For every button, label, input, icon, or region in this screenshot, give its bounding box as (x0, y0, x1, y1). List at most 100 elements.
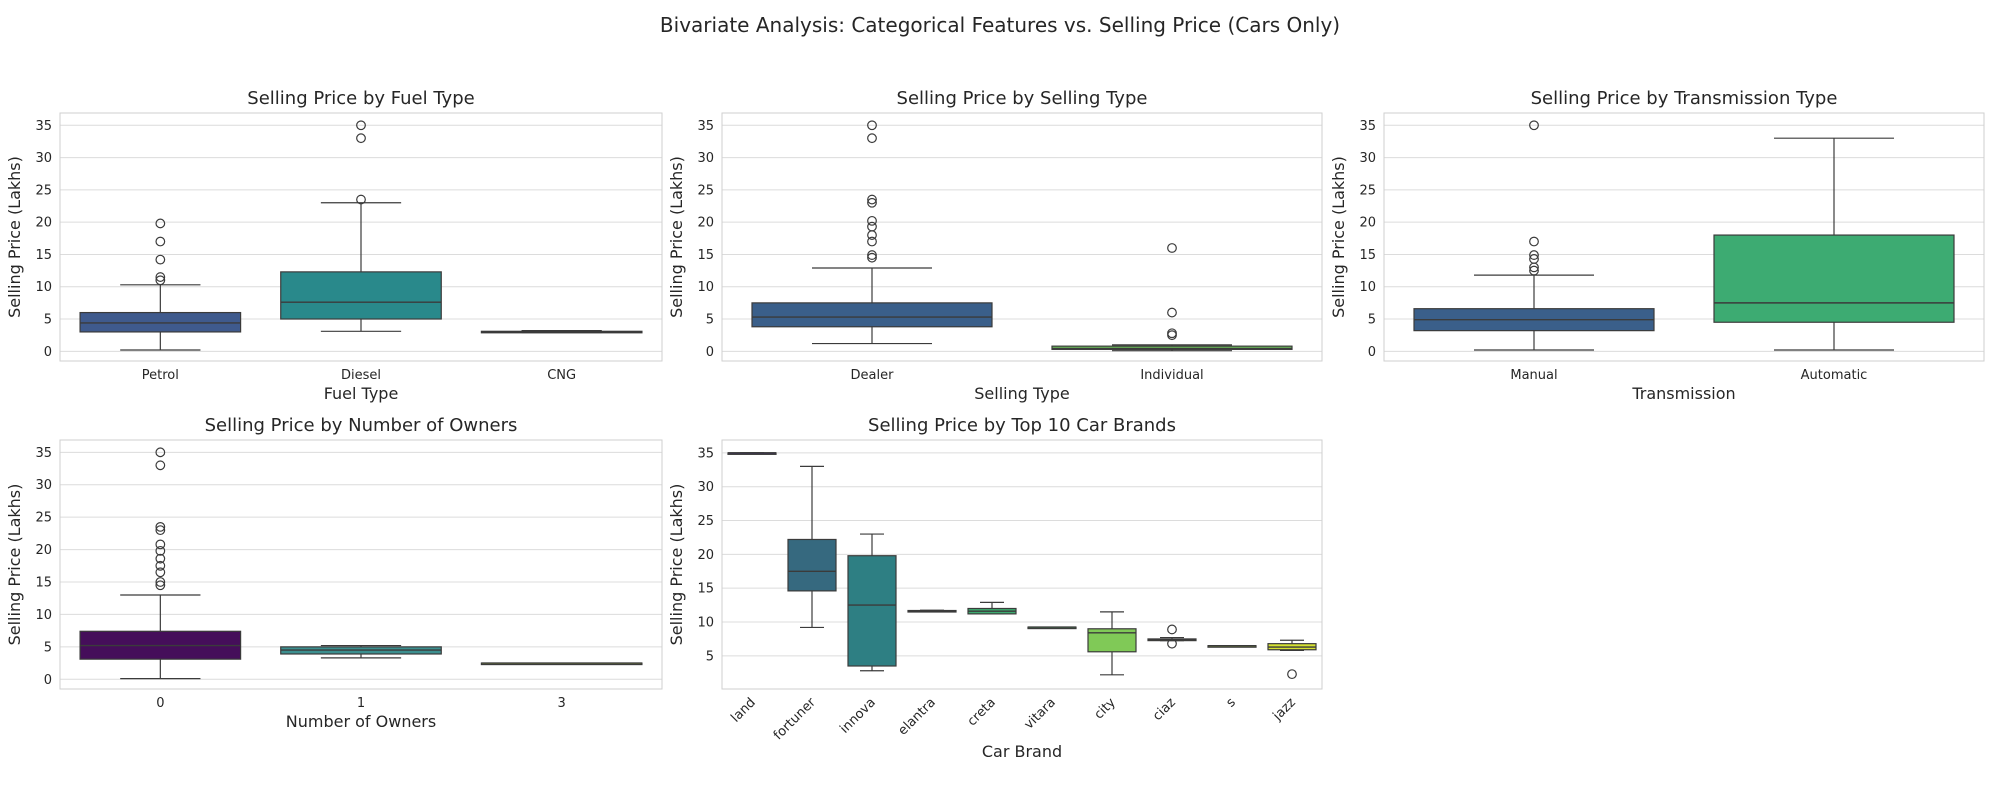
box-s (1207, 644, 1257, 648)
outlier-point (1529, 120, 1539, 131)
box-Petrol (79, 218, 242, 351)
outlier-point (1167, 624, 1177, 635)
x-tick-label: CNG (547, 368, 576, 383)
outlier-point (1167, 307, 1177, 318)
y-tick-label: 10 (1359, 280, 1376, 295)
x-tick-label: 1 (357, 696, 365, 711)
iqr-box (1713, 234, 1955, 323)
box-Diesel (280, 120, 442, 332)
box-creta (967, 601, 1017, 615)
outlier-point (155, 254, 166, 265)
box-3 (480, 662, 643, 666)
x-tick-label: elantra (896, 695, 939, 738)
box-ciaz (1147, 624, 1197, 649)
subplot-title: Selling Price by Transmission Type (1531, 88, 1838, 109)
y-tick-label: 5 (706, 649, 714, 664)
x-tick-label: Diesel (341, 368, 381, 383)
box-0 (79, 447, 242, 680)
x-tick-label: fortuner (771, 695, 819, 743)
outlier-point (155, 525, 166, 536)
axes-frame (721, 112, 1323, 362)
y-axis-label: Selling Price (Lakhs) (667, 484, 686, 646)
x-axis-label: Transmission (1631, 384, 1735, 403)
iqr-box (751, 302, 993, 328)
subplot-5: 5 10 15 20 25 30 35 land fortuner innova elantra cr… (667, 415, 1323, 761)
x-tick-label: land (728, 695, 758, 725)
y-tick-label: 15 (697, 582, 714, 597)
outlier-point (867, 120, 877, 131)
axes-frame (721, 439, 1323, 690)
box-Dealer (751, 120, 993, 345)
y-tick-label: 35 (35, 446, 52, 461)
outlier-point (155, 447, 166, 458)
x-axis-label: Selling Type (974, 384, 1069, 403)
outlier-point (356, 120, 366, 131)
box-Automatic (1713, 137, 1955, 351)
subplot-1: 0 5 10 15 20 25 30 35 Petrol Diesel CNG Selling Pri… (5, 88, 663, 403)
x-tick-label: Individual (1140, 368, 1203, 383)
y-tick-label: 0 (44, 345, 52, 360)
x-tick-label: Petrol (142, 368, 179, 383)
box-vitara (1027, 626, 1077, 630)
outlier-point (356, 194, 366, 205)
outlier-point (155, 275, 166, 286)
y-tick-label: 20 (35, 216, 52, 231)
y-tick-label: 25 (1359, 183, 1376, 198)
y-tick-label: 5 (1368, 313, 1376, 328)
outlier-point (1529, 236, 1539, 247)
axes-frame (59, 112, 663, 362)
y-tick-label: 15 (35, 576, 52, 591)
outlier-point (155, 539, 166, 550)
y-tick-label: 15 (1359, 248, 1376, 263)
outlier-point (155, 460, 166, 471)
outlier-point (155, 218, 166, 229)
y-tick-label: 30 (35, 478, 52, 493)
y-tick-label: 25 (35, 511, 52, 526)
figure-suptitle: Bivariate Analysis: Categorical Features… (660, 13, 1340, 37)
subplot-title: Selling Price by Fuel Type (247, 88, 474, 109)
y-tick-label: 0 (706, 345, 714, 360)
axes-frame (59, 439, 663, 690)
box-jazz (1267, 639, 1317, 680)
y-tick-label: 25 (697, 183, 714, 198)
box-Manual (1413, 120, 1655, 351)
outlier-point (867, 133, 877, 144)
y-tick-label: 10 (697, 280, 714, 295)
subplot-4: 0 5 10 15 20 25 30 35 0 1 3 Selling Price by Number… (5, 415, 663, 731)
y-tick-label: 35 (35, 119, 52, 134)
subplot-title: Selling Price by Top 10 Car Brands (868, 415, 1176, 436)
x-tick-label: 0 (156, 696, 164, 711)
outlier-point (867, 215, 877, 226)
box-1 (280, 644, 442, 659)
outlier-point (155, 236, 166, 247)
y-tick-label: 5 (44, 640, 52, 655)
box-Individual (1051, 243, 1293, 352)
y-tick-label: 5 (44, 313, 52, 328)
iqr-box (787, 538, 837, 592)
x-tick-label: jazz (1270, 695, 1299, 724)
x-tick-label: city (1092, 695, 1119, 722)
x-tick-label: Automatic (1801, 368, 1868, 383)
iqr-box (1087, 628, 1137, 653)
y-tick-label: 0 (1368, 345, 1376, 360)
outlier-point (1287, 669, 1297, 680)
x-tick-label: 3 (558, 696, 566, 711)
y-tick-label: 35 (697, 119, 714, 134)
x-axis-label: Car Brand (982, 742, 1062, 761)
axes-frame (1383, 112, 1985, 362)
outlier-point (1167, 328, 1177, 339)
y-tick-label: 5 (706, 313, 714, 328)
y-axis-label: Selling Price (Lakhs) (1329, 156, 1348, 318)
box-elantra (907, 609, 957, 613)
outlier-point (356, 133, 366, 144)
x-tick-label: innova (837, 695, 879, 737)
y-tick-label: 0 (44, 673, 52, 688)
box-fortuner (787, 465, 837, 629)
outlier-point (155, 272, 166, 282)
y-tick-label: 20 (1359, 216, 1376, 231)
outlier-point (867, 236, 877, 247)
outlier-point (155, 580, 166, 591)
outlier-point (1529, 254, 1539, 264)
y-tick-label: 30 (35, 151, 52, 166)
outlier-point (1529, 265, 1539, 276)
